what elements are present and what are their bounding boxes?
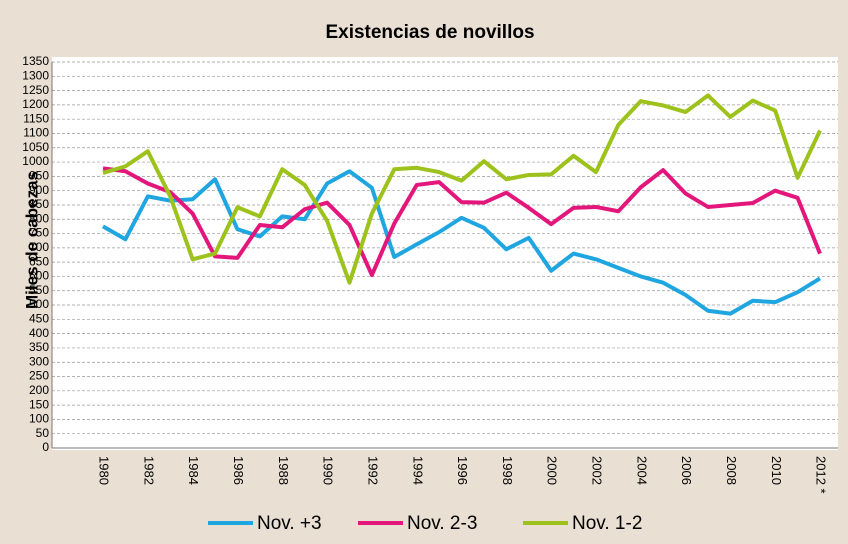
x-tick-label: 2000 — [545, 456, 560, 485]
y-tick-label: 950 — [29, 169, 49, 183]
x-tick-label: 1998 — [500, 456, 515, 485]
x-tick-label: 1984 — [186, 456, 201, 485]
x-tick-label: 1980 — [97, 456, 112, 485]
x-tick-label: 2002 — [590, 456, 605, 485]
y-tick-label: 700 — [29, 240, 49, 254]
y-tick-label: 1100 — [23, 126, 49, 140]
y-tick-label: 1250 — [22, 83, 49, 97]
x-tick-label: 1990 — [321, 456, 336, 485]
line-series — [102, 93, 822, 285]
y-tick-label: 1300 — [22, 68, 49, 82]
y-tick-label: 650 — [29, 254, 49, 268]
y-tick-label: 300 — [29, 354, 49, 368]
x-tick-label: 2004 — [634, 456, 649, 485]
y-tick-label: 350 — [29, 340, 49, 354]
y-tick-label: 250 — [29, 369, 49, 383]
chart-title: Existencias de novillos — [325, 22, 534, 43]
y-tick-label: 50 — [36, 426, 50, 440]
x-tick-label: 1996 — [455, 456, 470, 485]
y-tick-label: 100 — [29, 412, 49, 426]
plot-area — [52, 57, 838, 450]
legend-label: Nov. 1-2 — [572, 513, 642, 534]
y-axis-label: Miles de cabezas — [22, 171, 41, 309]
y-tick-label: 850 — [29, 197, 49, 211]
x-tick-label: 2008 — [724, 456, 739, 485]
x-tick-label: 2006 — [679, 456, 694, 485]
y-tick-label: 500 — [29, 297, 49, 311]
y-tick-label: 400 — [29, 326, 49, 340]
y-tick-label: 0 — [42, 440, 49, 454]
legend-label: Nov. 2-3 — [407, 513, 477, 534]
y-tick-label: 600 — [29, 269, 49, 283]
x-tick-label: 2010 — [769, 456, 784, 485]
y-tick-label: 150 — [29, 397, 49, 411]
y-tick-label: 1050 — [22, 140, 49, 154]
x-tick-label: 2012 * — [814, 456, 829, 494]
legend-label: Nov. +3 — [257, 513, 322, 534]
y-tick-label: 200 — [29, 383, 49, 397]
x-tick-label: 1988 — [276, 456, 291, 485]
x-tick-label: 1986 — [231, 456, 246, 485]
line-series — [102, 169, 822, 316]
x-tick-label: 1994 — [410, 456, 425, 485]
y-tick-label: 1150 — [23, 111, 49, 125]
x-tick-label: 1992 — [365, 456, 380, 485]
y-tick-label: 800 — [29, 211, 49, 225]
x-tick-label: 1982 — [141, 456, 156, 485]
y-tick-label: 450 — [29, 312, 49, 326]
y-tick-label: 750 — [29, 226, 49, 240]
y-tick-label: 1200 — [22, 97, 49, 111]
y-tick-label: 1350 — [22, 54, 49, 68]
y-tick-label: 900 — [29, 183, 49, 197]
y-tick-label: 1000 — [22, 154, 49, 168]
line-series — [102, 166, 822, 278]
y-tick-label: 550 — [29, 283, 49, 297]
